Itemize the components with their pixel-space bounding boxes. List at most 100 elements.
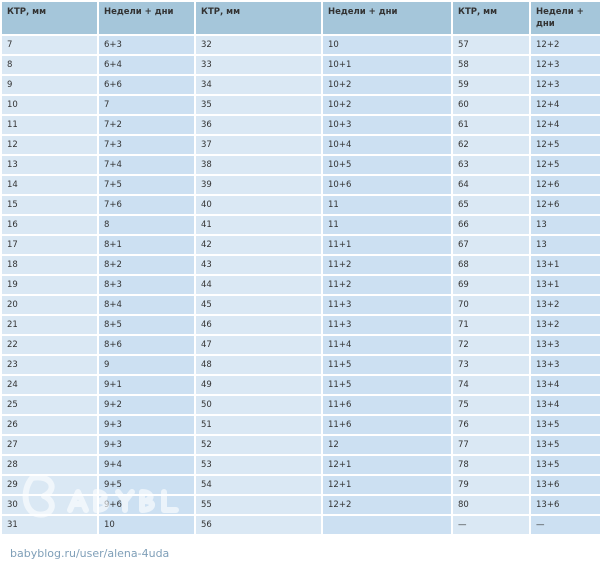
- cell-weeks-days: 11+3: [323, 296, 451, 314]
- table-row: 16 8 41 11 66 13: [2, 216, 600, 234]
- cell-weeks-days: 11+6: [323, 416, 451, 434]
- cell-crl-mm: 36: [196, 116, 321, 134]
- cell-crl-mm: 60: [453, 96, 529, 114]
- cell-crl-mm: 33: [196, 56, 321, 74]
- cell-crl-mm: 39: [196, 176, 321, 194]
- cell-weeks-days: 9+1: [99, 376, 194, 394]
- cell-weeks-days: 10+6: [323, 176, 451, 194]
- cell-crl-mm: 7: [2, 36, 97, 54]
- cell-weeks-days: 12+5: [531, 136, 600, 154]
- cell-crl-mm: 69: [453, 276, 529, 294]
- header-crl-mm: КТР, мм: [196, 2, 321, 34]
- cell-weeks-days: 9+6: [99, 496, 194, 514]
- cell-weeks-days: 13+3: [531, 336, 600, 354]
- cell-weeks-days: 12+4: [531, 96, 600, 114]
- cell-crl-mm: 62: [453, 136, 529, 154]
- table-row: 27 9+3 52 12 77 13+5: [2, 436, 600, 454]
- cell-weeks-days: 13+1: [531, 276, 600, 294]
- cell-weeks-days: 6+6: [99, 76, 194, 94]
- cell-weeks-days: 13+5: [531, 416, 600, 434]
- cell-weeks-days: 13+6: [531, 496, 600, 514]
- cell-weeks-days: 8+2: [99, 256, 194, 274]
- cell-crl-mm: 19: [2, 276, 97, 294]
- cell-crl-mm: 25: [2, 396, 97, 414]
- cell-crl-mm: 50: [196, 396, 321, 414]
- cell-weeks-days: 13+2: [531, 316, 600, 334]
- cell-crl-mm: 26: [2, 416, 97, 434]
- cell-weeks-days: 10: [99, 516, 194, 534]
- cell-crl-mm: 24: [2, 376, 97, 394]
- cell-crl-mm: 17: [2, 236, 97, 254]
- table-row: 9 6+6 34 10+2 59 12+3: [2, 76, 600, 94]
- table-row: 22 8+6 47 11+4 72 13+3: [2, 336, 600, 354]
- cell-crl-mm: 78: [453, 456, 529, 474]
- cell-crl-mm: 51: [196, 416, 321, 434]
- cell-crl-mm: 65: [453, 196, 529, 214]
- cell-weeks-days: 12+2: [323, 496, 451, 514]
- cell-weeks-days: —: [531, 516, 600, 534]
- cell-weeks-days: 11: [323, 196, 451, 214]
- cell-weeks-days: 12: [323, 436, 451, 454]
- cell-crl-mm: 47: [196, 336, 321, 354]
- table-row: 26 9+3 51 11+6 76 13+5: [2, 416, 600, 434]
- cell-crl-mm: 43: [196, 256, 321, 274]
- cell-crl-mm: 10: [2, 96, 97, 114]
- watermark-text: babyblog.ru/user/alena-4uda: [10, 547, 170, 560]
- cell-weeks-days: 10+2: [323, 96, 451, 114]
- cell-weeks-days: 11+1: [323, 236, 451, 254]
- header-weeks-days: Недели + дни: [99, 2, 194, 34]
- cell-weeks-days: 7+6: [99, 196, 194, 214]
- cell-crl-mm: 11: [2, 116, 97, 134]
- cell-crl-mm: 48: [196, 356, 321, 374]
- cell-weeks-days: 6+3: [99, 36, 194, 54]
- cell-weeks-days: 7+2: [99, 116, 194, 134]
- cell-weeks-days: 10+1: [323, 56, 451, 74]
- table-row: 30 9+6 55 12+2 80 13+6: [2, 496, 600, 514]
- cell-crl-mm: 77: [453, 436, 529, 454]
- cell-crl-mm: 22: [2, 336, 97, 354]
- cell-crl-mm: 27: [2, 436, 97, 454]
- cell-crl-mm: 49: [196, 376, 321, 394]
- cell-weeks-days: 10+4: [323, 136, 451, 154]
- cell-weeks-days: 10+3: [323, 116, 451, 134]
- cell-crl-mm: 73: [453, 356, 529, 374]
- cell-weeks-days: 11+2: [323, 256, 451, 274]
- table-row: 15 7+6 40 11 65 12+6: [2, 196, 600, 214]
- header-crl-mm: КТР, мм: [453, 2, 529, 34]
- table-row: 20 8+4 45 11+3 70 13+2: [2, 296, 600, 314]
- cell-weeks-days: 9+3: [99, 416, 194, 434]
- cell-crl-mm: 18: [2, 256, 97, 274]
- cell-crl-mm: 56: [196, 516, 321, 534]
- cell-crl-mm: 44: [196, 276, 321, 294]
- cell-weeks-days: 12+3: [531, 56, 600, 74]
- cell-crl-mm: 35: [196, 96, 321, 114]
- cell-crl-mm: 8: [2, 56, 97, 74]
- cell-weeks-days: 13+1: [531, 256, 600, 274]
- cell-crl-mm: 57: [453, 36, 529, 54]
- table-row: 29 9+5 54 12+1 79 13+6: [2, 476, 600, 494]
- cell-weeks-days: 7+3: [99, 136, 194, 154]
- cell-crl-mm: 16: [2, 216, 97, 234]
- cell-weeks-days: 13+2: [531, 296, 600, 314]
- table-row: 10 7 35 10+2 60 12+4: [2, 96, 600, 114]
- cell-weeks-days: 9+3: [99, 436, 194, 454]
- cell-crl-mm: 32: [196, 36, 321, 54]
- cell-weeks-days: 8+4: [99, 296, 194, 314]
- cell-crl-mm: 42: [196, 236, 321, 254]
- cell-crl-mm: 20: [2, 296, 97, 314]
- cell-crl-mm: 38: [196, 156, 321, 174]
- header-weeks-days: Недели + дни: [531, 2, 600, 34]
- cell-crl-mm: 14: [2, 176, 97, 194]
- table-row: 23 9 48 11+5 73 13+3: [2, 356, 600, 374]
- header-crl-mm: КТР, мм: [2, 2, 97, 34]
- cell-crl-mm: 37: [196, 136, 321, 154]
- cell-weeks-days: 13+6: [531, 476, 600, 494]
- cell-crl-mm: 12: [2, 136, 97, 154]
- cell-weeks-days: 9+2: [99, 396, 194, 414]
- table-row: 24 9+1 49 11+5 74 13+4: [2, 376, 600, 394]
- cell-weeks-days: 10+2: [323, 76, 451, 94]
- cell-weeks-days: 8+5: [99, 316, 194, 334]
- cell-crl-mm: 70: [453, 296, 529, 314]
- cell-weeks-days: 11+4: [323, 336, 451, 354]
- cell-crl-mm: 40: [196, 196, 321, 214]
